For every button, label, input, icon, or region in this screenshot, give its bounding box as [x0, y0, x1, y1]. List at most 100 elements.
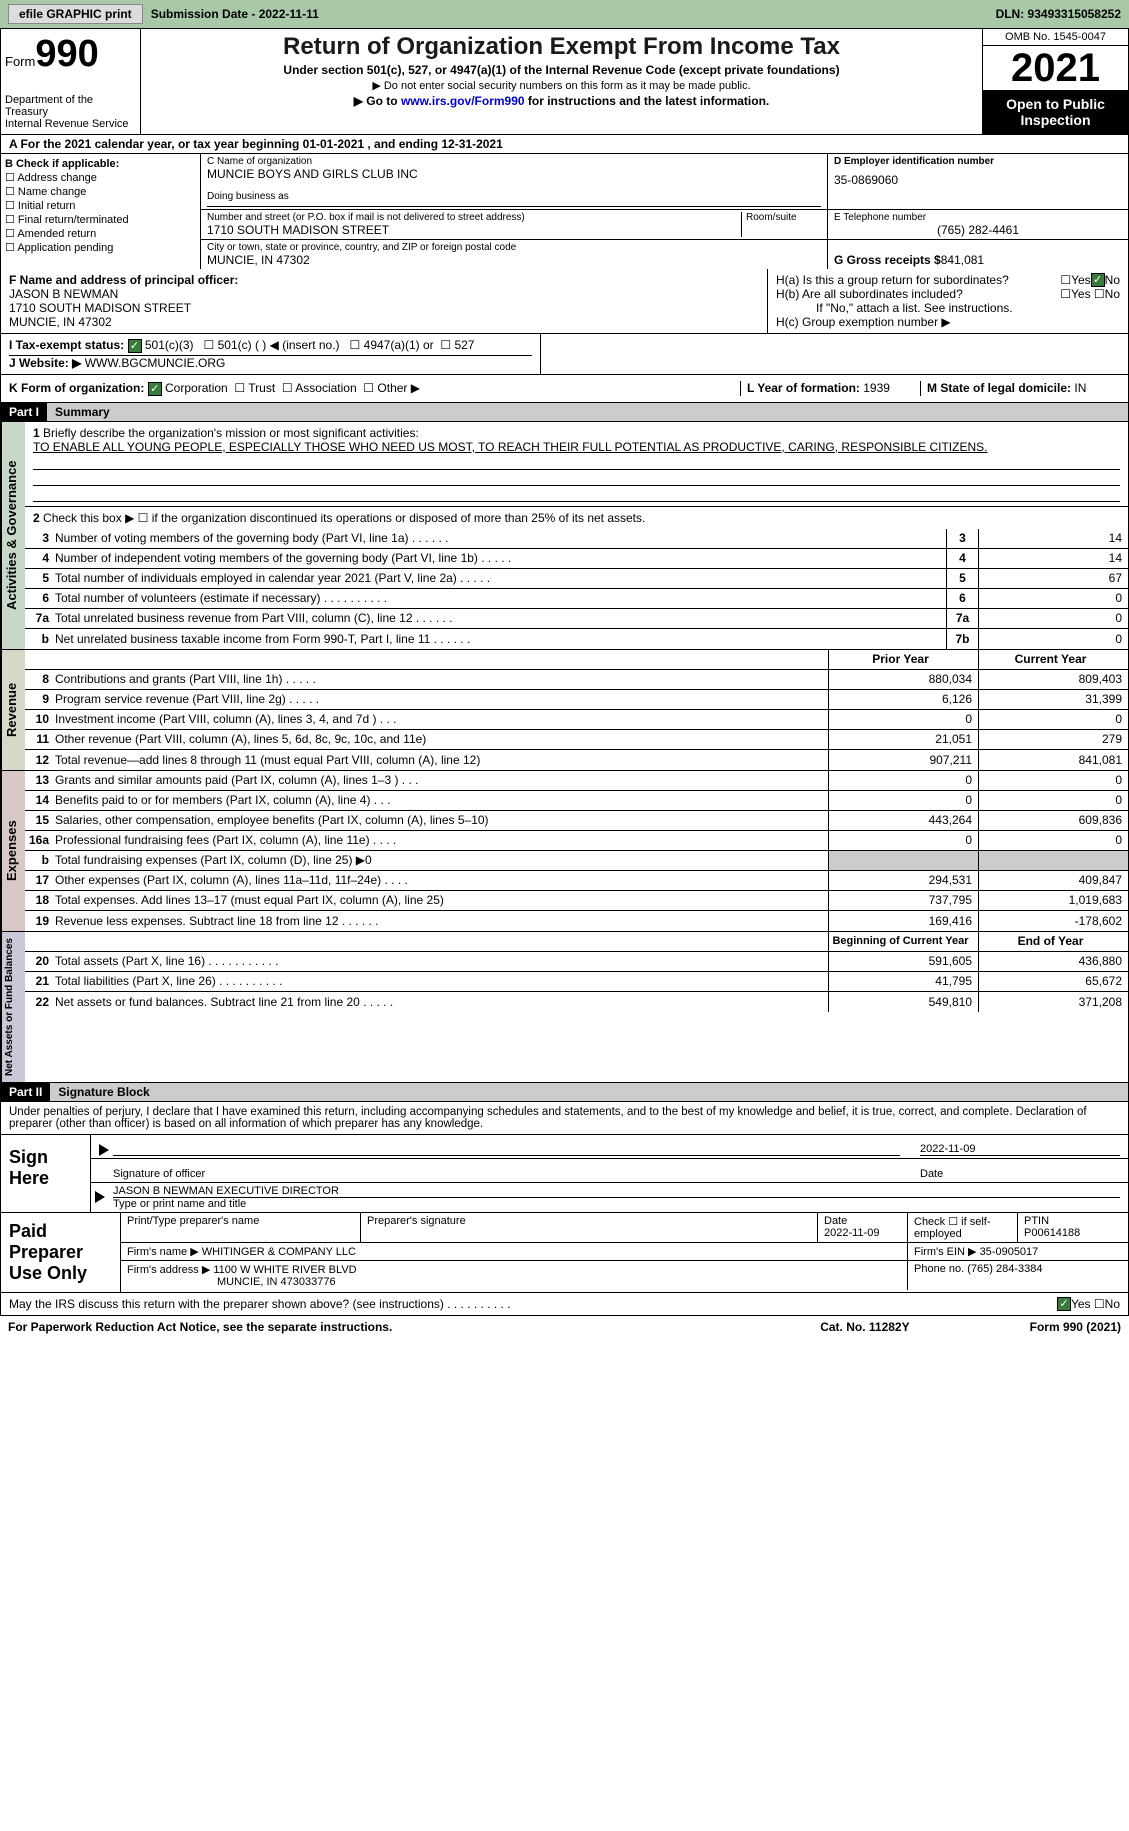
line-2: 2 Check this box ▶ ☐ if the organization…	[25, 506, 1128, 529]
header-right: OMB No. 1545-0047 2021 Open to Public In…	[983, 29, 1128, 134]
chk-application-pending[interactable]: ☐ Application pending	[5, 241, 196, 254]
row-f-h: F Name and address of principal officer:…	[0, 269, 1129, 334]
chk-corporation[interactable]	[148, 382, 162, 396]
mission-text: TO ENABLE ALL YOUNG PEOPLE, ESPECIALLY T…	[33, 440, 987, 454]
website-value: WWW.BGCMUNCIE.ORG	[85, 356, 226, 370]
current-year-header: Current Year	[978, 650, 1128, 669]
vtab-revenue: Revenue	[1, 650, 25, 770]
part1-header: Part I Summary	[0, 403, 1129, 422]
header-center: Return of Organization Exempt From Incom…	[141, 29, 983, 134]
summary-line-7a: 7aTotal unrelated business revenue from …	[25, 609, 1128, 629]
part1-label: Part I	[1, 403, 47, 421]
subtitle-2: ▶ Do not enter social security numbers o…	[145, 79, 978, 92]
dba-label: Doing business as	[207, 191, 821, 207]
summary-line-12: 12Total revenue—add lines 8 through 11 (…	[25, 750, 1128, 770]
summary-line-b: bTotal fundraising expenses (Part IX, co…	[25, 851, 1128, 871]
dln: DLN: 93493315058252	[996, 7, 1121, 21]
tax-year: 2021	[983, 46, 1128, 90]
summary-line-9: 9Program service revenue (Part VIII, lin…	[25, 690, 1128, 710]
col-c-d: C Name of organization MUNCIE BOYS AND G…	[201, 154, 1128, 269]
efile-print-button[interactable]: efile GRAPHIC print	[8, 4, 143, 24]
hb-label: H(b) Are all subordinates included?	[776, 287, 1060, 301]
paperwork-reduction: For Paperwork Reduction Act Notice, see …	[8, 1320, 820, 1334]
end-year-header: End of Year	[978, 932, 1128, 951]
prep-date: 2022-11-09	[824, 1227, 879, 1239]
signature-declaration: Under penalties of perjury, I declare th…	[0, 1102, 1129, 1135]
state-domicile: M State of legal domicile: IN	[920, 381, 1120, 396]
summary-line-20: 20Total assets (Part X, line 16) . . . .…	[25, 952, 1128, 972]
row-i-j: I Tax-exempt status: 501(c)(3) ☐ 501(c) …	[0, 334, 1129, 375]
officer-addr1: 1710 SOUTH MADISON STREET	[9, 301, 759, 315]
submission-date: Submission Date - 2022-11-11	[151, 7, 319, 21]
chk-final-return[interactable]: ☐ Final return/terminated	[5, 213, 196, 226]
may-irs-discuss-row: May the IRS discuss this return with the…	[0, 1293, 1129, 1316]
org-name-label: C Name of organization	[207, 156, 821, 167]
room-suite-label: Room/suite	[741, 212, 821, 237]
sig-date: 2022-11-09	[920, 1143, 1120, 1156]
firm-addr-label: Firm's address ▶	[127, 1264, 210, 1276]
form-org-label: K Form of organization:	[9, 381, 144, 395]
chk-amended-return[interactable]: ☐ Amended return	[5, 227, 196, 240]
may-irs-discuss: May the IRS discuss this return with the…	[9, 1297, 1057, 1311]
city-label: City or town, state or province, country…	[207, 242, 821, 253]
gross-receipts-label: G Gross receipts $	[834, 253, 941, 267]
website-row: J Website: ▶ WWW.BGCMUNCIE.ORG	[9, 356, 532, 370]
name-title-label: Type or print name and title	[113, 1198, 246, 1210]
summary-line-15: 15Salaries, other compensation, employee…	[25, 811, 1128, 831]
section-b-to-g: B Check if applicable: ☐ Address change …	[0, 154, 1129, 269]
officer-label: F Name and address of principal officer:	[9, 273, 759, 287]
part2-header: Part II Signature Block	[0, 1083, 1129, 1102]
summary-line-3: 3Number of voting members of the governi…	[25, 529, 1128, 549]
officer-addr2: MUNCIE, IN 47302	[9, 315, 759, 329]
address-cell: Number and street (or P.O. box if mail i…	[201, 210, 828, 239]
chk-may-irs-yes[interactable]	[1057, 1297, 1071, 1311]
check-self-employed: Check ☐ if self-employed	[908, 1213, 1018, 1242]
form-number: 990	[35, 33, 98, 75]
summary-line-21: 21Total liabilities (Part X, line 26) . …	[25, 972, 1128, 992]
summary-line-6: 6Total number of volunteers (estimate if…	[25, 589, 1128, 609]
header-left: Form990 Department of the Treasury Inter…	[1, 29, 141, 134]
cat-no: Cat. No. 11282Y	[820, 1320, 909, 1334]
paid-preparer-label: Paid Preparer Use Only	[1, 1213, 121, 1292]
firm-name-label: Firm's name ▶	[127, 1246, 199, 1258]
gross-receipts-value: 841,081	[941, 253, 984, 267]
chk-501c3[interactable]	[128, 339, 142, 353]
firm-ein: 35-0905017	[980, 1246, 1039, 1258]
part1-exp-block: Expenses 13Grants and similar amounts pa…	[0, 771, 1129, 932]
gross-receipts-cell: G Gross receipts $ 841,081	[828, 240, 1128, 269]
sign-here-block: Sign Here 2022-11-09 Signature of office…	[0, 1135, 1129, 1213]
firm-name: WHITINGER & COMPANY LLC	[202, 1246, 356, 1258]
firm-ein-label: Firm's EIN ▶	[914, 1246, 977, 1258]
officer-printed-name: JASON B NEWMAN EXECUTIVE DIRECTOR	[113, 1185, 1120, 1198]
col-b-label: B Check if applicable:	[5, 158, 196, 170]
officer-signature-line	[113, 1155, 900, 1156]
irs-link[interactable]: www.irs.gov/Form990	[401, 94, 525, 108]
row-k-l-m: K Form of organization: Corporation ☐ Tr…	[0, 375, 1129, 403]
ptin-label: PTIN	[1024, 1215, 1049, 1227]
vtab-activities-governance: Activities & Governance	[1, 422, 25, 649]
ha-label: H(a) Is this a group return for subordin…	[776, 273, 1060, 287]
firm-addr1: 1100 W WHITE RIVER BLVD	[213, 1264, 356, 1276]
address-label: Number and street (or P.O. box if mail i…	[207, 212, 741, 223]
chk-name-change[interactable]: ☐ Name change	[5, 185, 196, 198]
chk-address-change[interactable]: ☐ Address change	[5, 171, 196, 184]
hc-label: H(c) Group exemption number ▶	[776, 315, 1120, 329]
summary-line-18: 18Total expenses. Add lines 13–17 (must …	[25, 891, 1128, 911]
part1-title: Summary	[47, 403, 1128, 421]
arrow-icon	[95, 1191, 105, 1203]
summary-line-17: 17Other expenses (Part IX, column (A), l…	[25, 871, 1128, 891]
summary-line-22: 22Net assets or fund balances. Subtract …	[25, 992, 1128, 1012]
ptin-value: P00614188	[1024, 1227, 1080, 1239]
footer: For Paperwork Reduction Act Notice, see …	[0, 1316, 1129, 1338]
ha-no-checkbox[interactable]	[1091, 273, 1105, 287]
chk-initial-return[interactable]: ☐ Initial return	[5, 199, 196, 212]
omb-number: OMB No. 1545-0047	[983, 29, 1128, 46]
rev-header-row: Prior Year Current Year	[25, 650, 1128, 670]
arrow-icon	[99, 1144, 109, 1156]
sign-here-label: Sign Here	[1, 1135, 91, 1212]
form-990-label: Form 990 (2021)	[1030, 1320, 1121, 1334]
summary-line-8: 8Contributions and grants (Part VIII, li…	[25, 670, 1128, 690]
summary-line-16a: 16aProfessional fundraising fees (Part I…	[25, 831, 1128, 851]
ein-value: 35-0869060	[834, 173, 1122, 187]
open-to-public: Open to Public Inspection	[983, 90, 1128, 134]
